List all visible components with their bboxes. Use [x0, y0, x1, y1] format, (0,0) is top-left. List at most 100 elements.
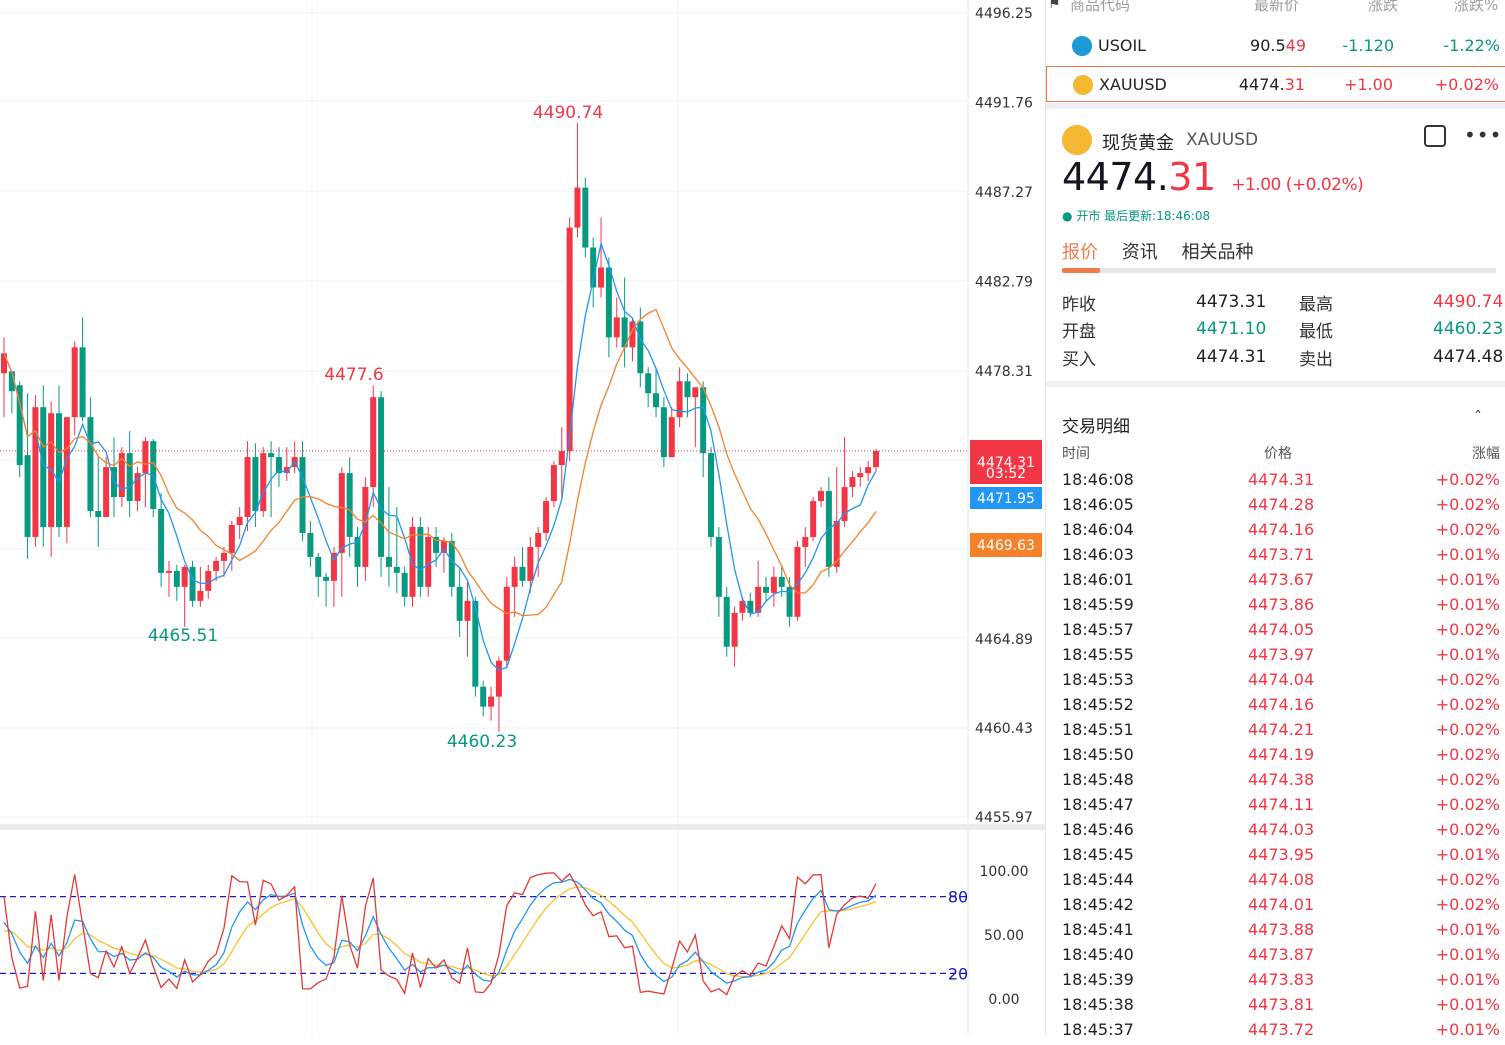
- trade-time: 18:45:59: [1062, 595, 1134, 614]
- candle-body: [205, 570, 212, 591]
- stat-label: 最低: [1299, 322, 1333, 342]
- change-pct: +0.02%: [1434, 75, 1499, 94]
- ma-slow-line: [3, 308, 877, 617]
- candle-body: [637, 321, 644, 374]
- trade-price: 4474.16: [1248, 695, 1315, 714]
- candle-body: [653, 393, 660, 408]
- candle-body: [252, 457, 259, 512]
- candle-body: [810, 501, 817, 537]
- local-low-annotation: 4465.51: [148, 626, 218, 646]
- col-pct: 涨幅: [1472, 446, 1500, 462]
- trade-pct: +0.01%: [1435, 1020, 1500, 1039]
- candle-body: [275, 457, 282, 474]
- trade-row: 18:45:44 4474.08 +0.02%: [1062, 870, 1500, 895]
- change-pct: -1.22%: [1443, 36, 1500, 55]
- trade-time: 18:45:40: [1062, 945, 1134, 964]
- trade-price: 4474.16: [1248, 520, 1315, 539]
- trade-pct: +0.02%: [1435, 870, 1500, 889]
- candle-body: [220, 552, 227, 561]
- trade-pct: +0.02%: [1435, 620, 1500, 639]
- header-price: 最新价: [1254, 0, 1300, 14]
- candle-body: [283, 467, 290, 474]
- candle-body: [378, 397, 385, 557]
- candle-body: [87, 417, 94, 512]
- candle-body: [440, 540, 447, 553]
- candle-body: [71, 347, 78, 418]
- more-icon[interactable]: •••: [1464, 123, 1503, 147]
- header-code: 商品代码: [1070, 0, 1131, 14]
- candle-body: [236, 516, 243, 525]
- price-chart-area[interactable]: 4496.25 4491.76 4487.27 4482.79 4478.31 4464.…: [0, 0, 1045, 1036]
- candle-body: [676, 381, 683, 418]
- osc-raw-line: [3, 872, 877, 996]
- candle-body: [723, 596, 730, 647]
- trade-time: 18:45:47: [1062, 795, 1134, 814]
- trade-price: 4474.08: [1248, 870, 1315, 889]
- candle-body: [346, 473, 353, 537]
- candle-body: [794, 546, 801, 617]
- stat-label: 开盘: [1062, 322, 1096, 342]
- candle-body: [362, 487, 369, 567]
- candle-body: [79, 347, 86, 418]
- candle-body: [700, 387, 707, 454]
- trade-price: 4473.88: [1248, 920, 1315, 939]
- trade-pct: +0.01%: [1435, 995, 1500, 1014]
- candle-body: [841, 487, 848, 521]
- col-time: 时间: [1062, 446, 1090, 462]
- price-axis-label: 4496.25: [975, 6, 1033, 22]
- trade-row: 18:45:48 4474.38 +0.02%: [1062, 770, 1500, 795]
- tab-quote[interactable]: 报价: [1062, 242, 1098, 263]
- stat-label: 买入: [1062, 350, 1096, 370]
- candle-body: [511, 566, 518, 587]
- trade-price: 4473.97: [1248, 645, 1315, 664]
- candle-body: [63, 417, 70, 527]
- candle-body: [590, 247, 597, 288]
- symbol-header: 现货黄金 XAUUSD •••: [1062, 123, 1501, 155]
- candle-body: [802, 536, 809, 547]
- countdown-tag: 03:52: [986, 466, 1026, 482]
- trade-price: 4473.67: [1248, 570, 1315, 589]
- last-price: 4474.31: [1238, 75, 1305, 94]
- stat-label: 昨收: [1062, 295, 1096, 315]
- candle-body: [747, 600, 754, 613]
- tab-related[interactable]: 相关品种: [1181, 242, 1254, 263]
- candlestick-chart[interactable]: 4496.25 4491.76 4487.27 4482.79 4478.31 4464.…: [0, 0, 1045, 1036]
- trade-price: 4474.05: [1248, 620, 1315, 639]
- candle-body: [142, 441, 149, 474]
- trade-pct: +0.02%: [1435, 720, 1500, 739]
- trade-pct: +0.02%: [1435, 520, 1500, 539]
- trade-row: 18:45:46 4474.03 +0.02%: [1062, 820, 1500, 845]
- price-axis-label: 4491.76: [975, 96, 1033, 112]
- candle-body: [692, 387, 699, 398]
- trade-row: 18:45:39 4473.83 +0.01%: [1062, 970, 1500, 995]
- high-annotation: 4490.74: [533, 103, 603, 123]
- pane-divider: [0, 824, 1045, 830]
- price-axis-label: 4460.43: [975, 721, 1033, 737]
- symbol: USOIL: [1098, 36, 1147, 55]
- tab-news[interactable]: 资讯: [1121, 242, 1158, 263]
- candle-body: [503, 586, 510, 661]
- low-annotation: 4460.23: [447, 732, 517, 752]
- price-axis-label: 4455.97: [975, 810, 1033, 826]
- trade-time: 18:45:41: [1062, 920, 1134, 939]
- candle-body: [566, 227, 573, 452]
- price-change: +1.00 (+0.02%): [1231, 175, 1364, 195]
- trade-row: 18:45:41 4473.88 +0.01%: [1062, 920, 1500, 945]
- candle-body: [385, 556, 392, 567]
- trade-pct: +0.01%: [1435, 920, 1500, 939]
- watchlist-row-usoil[interactable]: USOIL 90.549 -1.120 -1.22%: [1046, 28, 1505, 64]
- candle-body: [16, 385, 23, 466]
- collapse-icon[interactable]: ˆ: [1474, 408, 1482, 427]
- watchlist-row-xauusd[interactable]: XAUUSD 4474.31 +1.00 +0.02%: [1046, 66, 1505, 102]
- trade-time: 18:45:38: [1062, 995, 1134, 1014]
- candle-body: [55, 413, 62, 527]
- candle-body: [857, 473, 864, 478]
- candle-body: [668, 417, 675, 458]
- edit-icon[interactable]: [1424, 125, 1446, 147]
- last-update: 最后更新:18:46:08: [1104, 209, 1211, 223]
- candle-body: [228, 524, 235, 553]
- candle-body: [197, 590, 204, 601]
- trade-pct: +0.01%: [1435, 595, 1500, 614]
- candle-body: [550, 465, 557, 502]
- trade-time: 18:45:52: [1062, 695, 1134, 714]
